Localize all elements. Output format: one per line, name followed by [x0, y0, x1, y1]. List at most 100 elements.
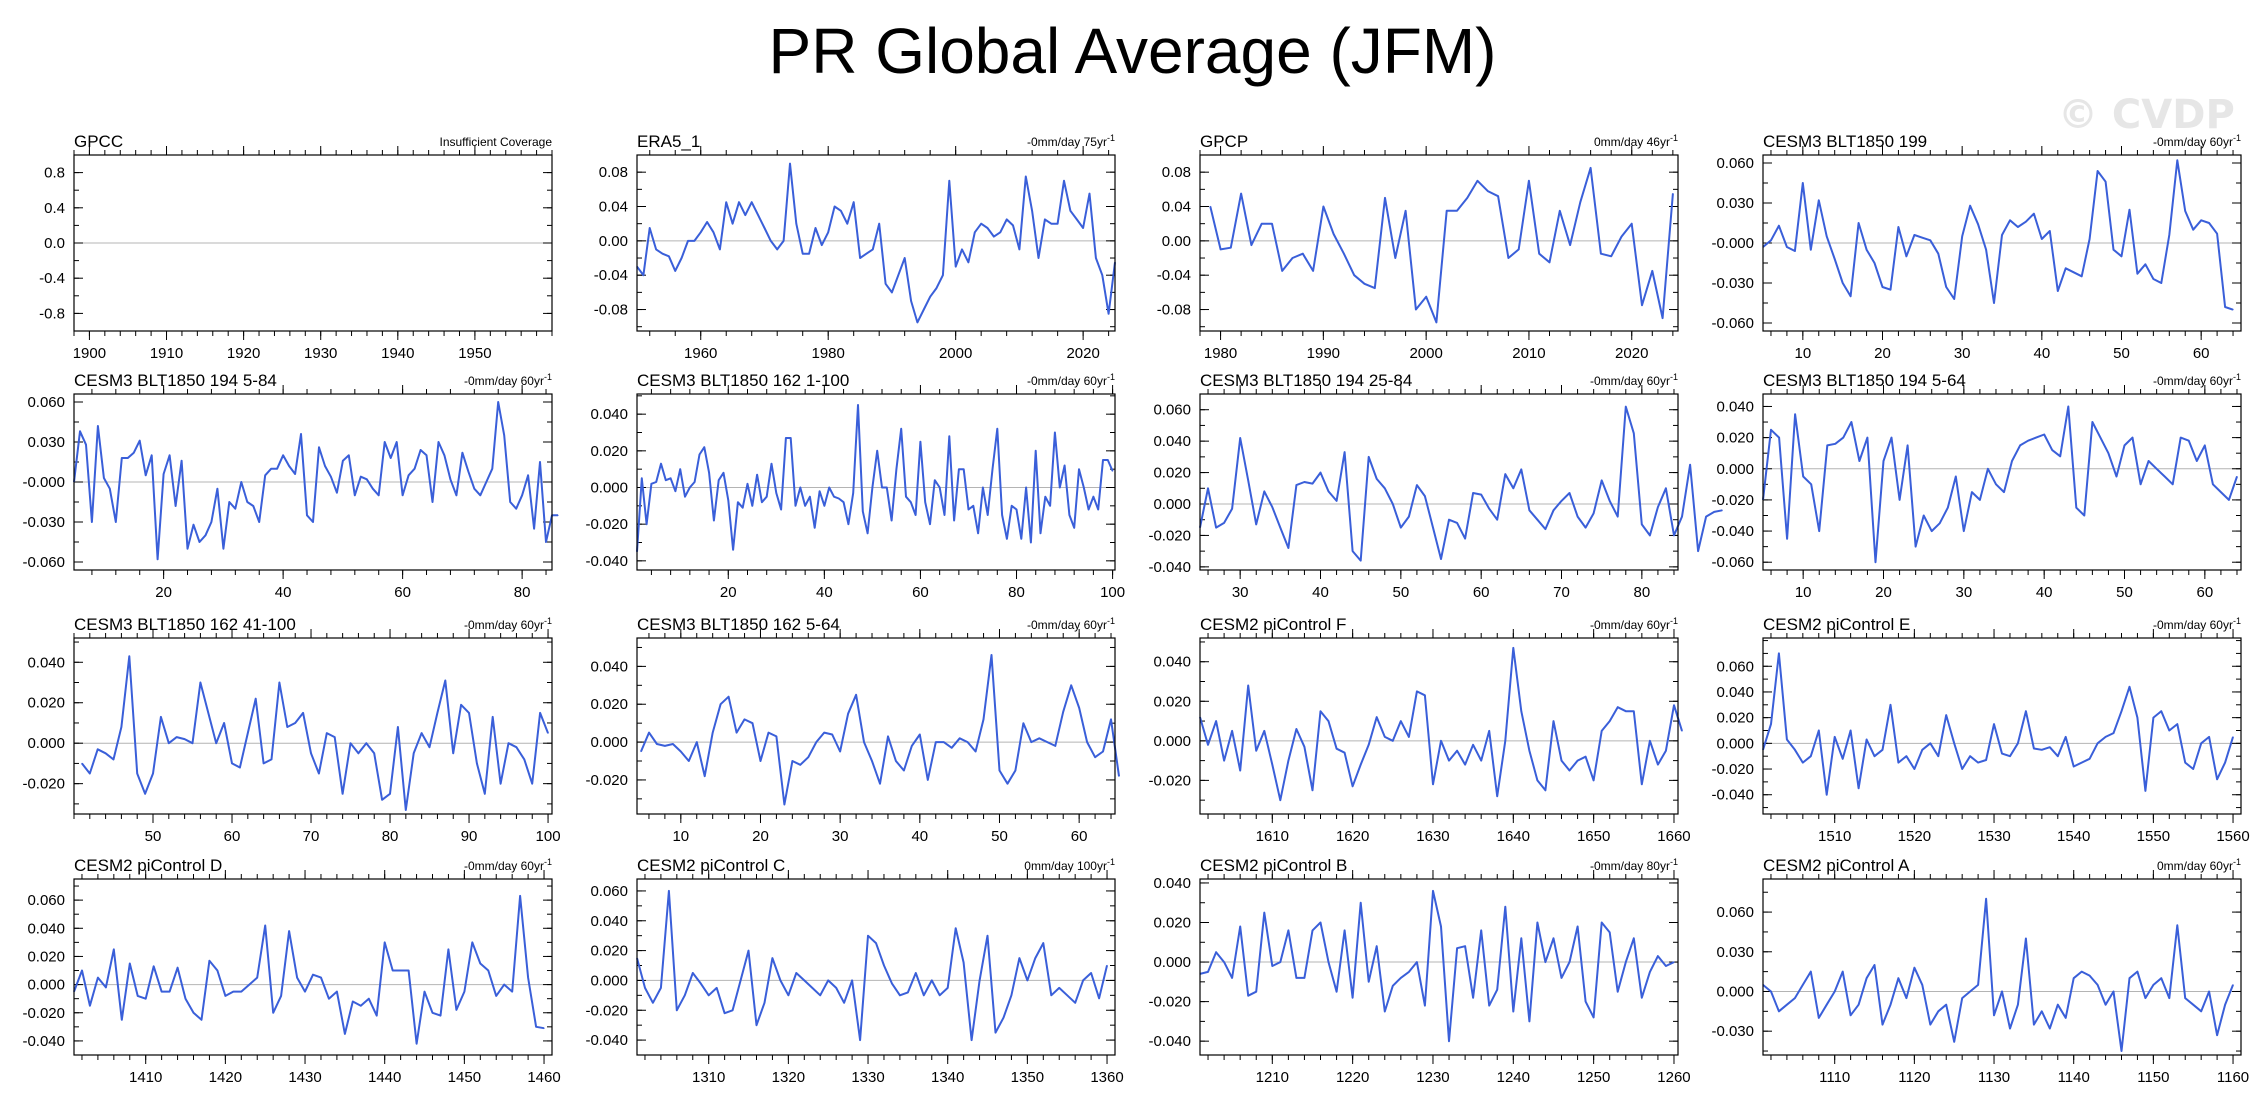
data-point [759, 760, 762, 762]
chart-annotation: -0mm/day 80yr-1 [1590, 857, 1678, 873]
data-point [1953, 1041, 1955, 1043]
data-point [1090, 972, 1092, 974]
data-point [2115, 475, 2118, 478]
data-point [915, 514, 917, 516]
data-point [827, 979, 829, 982]
data-point [1778, 225, 1780, 227]
data-point [443, 454, 446, 456]
data-point [1507, 257, 1509, 259]
data-point [935, 287, 938, 289]
data-point [1794, 250, 1796, 252]
x-tick-label: 2020 [1615, 345, 1648, 362]
y-tick-label: -0.030 [22, 514, 65, 531]
data-point [198, 541, 201, 543]
chart-annotation: -0mm/day 60yr-1 [1027, 616, 1115, 632]
data-point [783, 803, 785, 806]
data-point [1778, 1010, 1780, 1012]
data-point [168, 742, 170, 744]
data-point [809, 496, 811, 498]
data-point [1818, 1017, 1820, 1019]
data-point [771, 957, 774, 959]
data-point [900, 428, 902, 430]
data-point [904, 257, 906, 259]
data-point [863, 741, 865, 743]
data-point [1240, 193, 1242, 195]
data-point [1593, 1016, 1595, 1019]
data-point [1319, 710, 1322, 712]
data-point [923, 308, 925, 311]
data-point [389, 793, 391, 795]
plot-frame [73, 393, 553, 571]
data-point [1425, 296, 1427, 298]
data-point [1995, 483, 1997, 485]
y-tick-label: -0.020 [1148, 772, 1191, 789]
data-point [947, 987, 949, 989]
data-point [881, 486, 883, 489]
x-tick-label: 1910 [150, 345, 183, 362]
y-tick-label: -0.030 [1711, 275, 1754, 292]
data-point [747, 949, 750, 952]
data-point [1038, 737, 1040, 739]
y-tick-label: 0.040 [1153, 654, 1191, 671]
y-tick-label: 0.020 [590, 943, 628, 960]
data-point [1239, 769, 1241, 772]
y-tick-label: 0.00 [1162, 233, 1191, 250]
data-point [1898, 499, 1901, 501]
data-point [535, 1026, 537, 1028]
data-point [1882, 460, 1885, 462]
data-point [859, 257, 861, 259]
data-point [767, 732, 770, 734]
data-point [1713, 511, 1715, 513]
data-point [1327, 961, 1330, 963]
data-point [756, 474, 758, 476]
series-line [1209, 166, 1674, 324]
plot-frame [636, 878, 1116, 1056]
x-tick-label: 1990 [1307, 345, 1340, 362]
data-point [718, 479, 720, 481]
data-point [1247, 995, 1249, 997]
data-point [1625, 710, 1627, 712]
data-point [2051, 449, 2053, 451]
data-point [1881, 286, 1884, 288]
series-line [1199, 889, 1675, 1043]
data-point [1810, 483, 1812, 485]
data-point [1609, 500, 1611, 502]
data-point [1873, 755, 1876, 757]
watermark: © CVDP [2058, 92, 2235, 138]
data-point [2009, 219, 2011, 221]
data-point [955, 927, 957, 929]
series-line [81, 655, 549, 811]
data-point [644, 987, 646, 989]
data-point [2192, 768, 2194, 770]
x-tick-label: 1950 [458, 345, 491, 362]
data-point [972, 505, 974, 507]
data-point [1987, 468, 1989, 470]
data-point [1609, 931, 1611, 933]
x-tick-label: 20 [1875, 584, 1892, 601]
x-tick-label: 1520 [1898, 828, 1931, 845]
data-point [1610, 255, 1612, 257]
data-point [1035, 450, 1037, 452]
x-tick-label: 1630 [1416, 828, 1449, 845]
x-tick-label: 60 [2193, 345, 2210, 362]
data-point [1528, 180, 1530, 182]
data-point [248, 984, 250, 986]
data-point [910, 501, 912, 503]
chart-panel: CESM3 BLT1850 194 5-64 -0mm/day 60yr-1 -0.… [1711, 371, 2242, 601]
data-point [859, 1039, 861, 1041]
series-line [73, 894, 545, 1045]
data-point [1617, 515, 1619, 518]
data-point [1110, 718, 1112, 720]
x-tick-label: 1360 [1090, 1069, 1123, 1086]
data-point [1223, 961, 1225, 963]
data-point [2017, 1004, 2019, 1006]
data-point [288, 930, 290, 932]
data-point [1921, 749, 1923, 751]
data-point [1858, 222, 1860, 224]
data-point [109, 488, 111, 490]
data-point [1528, 509, 1530, 511]
chart-title: GPCC [74, 132, 123, 151]
data-point [1971, 491, 1973, 493]
data-point [1651, 270, 1653, 272]
data-point [1810, 249, 1812, 251]
